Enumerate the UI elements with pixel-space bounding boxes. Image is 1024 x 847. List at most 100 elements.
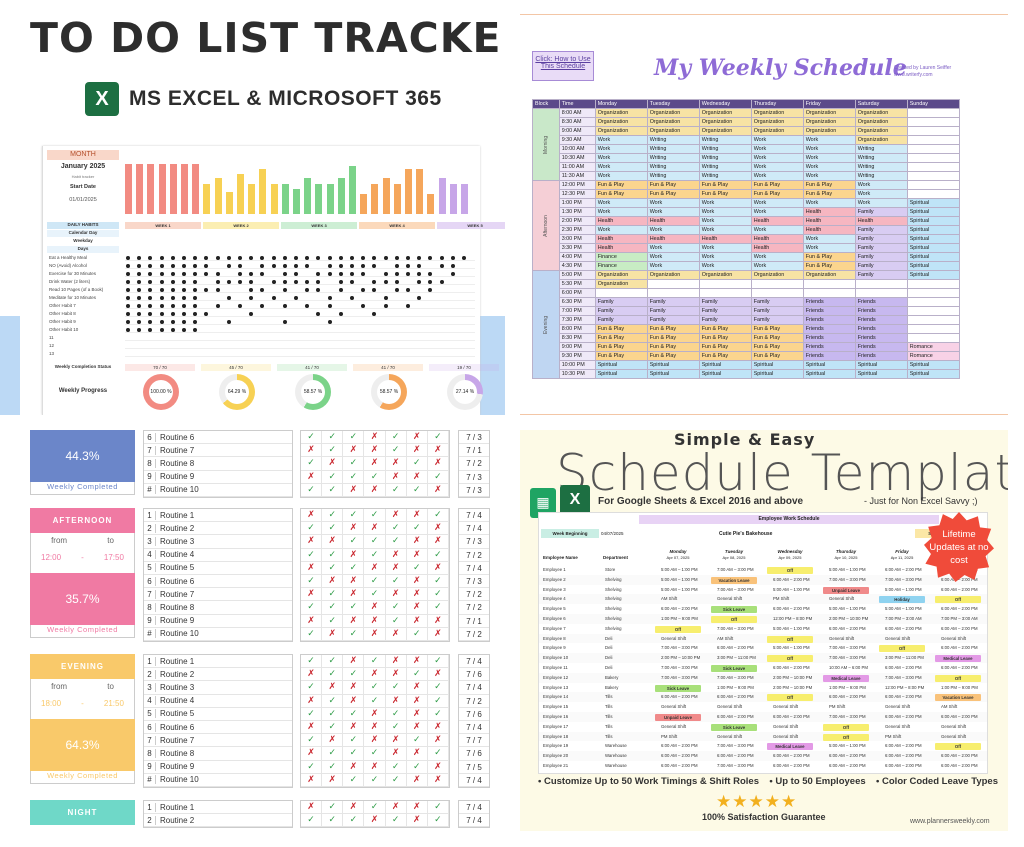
schedule-cell[interactable]: Fun & Play (750, 342, 804, 352)
schedule-cell[interactable]: Writing (854, 171, 908, 181)
shift-cell[interactable]: 6:00 AM – 2:00 PM (773, 763, 810, 768)
schedule-cell[interactable]: Organization (802, 108, 856, 118)
schedule-cell[interactable]: Family (698, 297, 752, 307)
habit-check-dot[interactable] (361, 272, 366, 276)
habit-check-dot[interactable] (428, 288, 433, 292)
schedule-cell[interactable]: Work (802, 243, 856, 253)
cross-icon[interactable]: ✗ (343, 681, 365, 694)
habit-check-dot[interactable] (439, 280, 444, 284)
shift-cell[interactable]: PM Shift (773, 596, 790, 602)
routine-name[interactable]: Routine 10 (160, 629, 199, 639)
schedule-cell[interactable]: Family (854, 243, 908, 253)
shift-cell[interactable]: 2:00 PM – 10:00 PM (773, 684, 813, 690)
habit-check-dot[interactable] (148, 304, 153, 308)
cross-icon[interactable]: ✗ (407, 509, 428, 522)
schedule-cell[interactable]: Organization (698, 270, 752, 280)
cross-icon[interactable]: ✗ (386, 561, 407, 574)
schedule-cell[interactable]: Fun & Play (646, 333, 700, 343)
schedule-cell[interactable]: Spiritual (594, 369, 648, 379)
shift-cell[interactable]: 1:00 PM – 9:00 PM (829, 684, 866, 690)
shift-cell[interactable]: General Shift (717, 596, 743, 602)
schedule-cell[interactable]: Family (750, 306, 804, 316)
habit-check-dot[interactable] (182, 328, 186, 332)
habit-check-dot[interactable] (338, 272, 343, 276)
cross-icon[interactable]: ✗ (301, 561, 323, 574)
shift-cell[interactable]: 7:00 PM – 3:00 AM (885, 616, 922, 621)
habit-check-dot[interactable] (170, 296, 175, 300)
habit-check-dot[interactable] (126, 296, 130, 300)
schedule-cell[interactable]: Work (750, 207, 804, 217)
schedule-cell[interactable]: Health (750, 216, 804, 226)
schedule-cell[interactable]: Spiritual (906, 198, 960, 208)
shift-cell[interactable]: 6:00 AM – 2:00 PM (661, 763, 698, 768)
check-icon[interactable]: ✓ (364, 470, 386, 483)
habit-check-dot[interactable] (338, 256, 343, 260)
schedule-cell[interactable]: Spiritual (906, 225, 960, 235)
schedule-cell[interactable]: Family (698, 315, 752, 325)
shift-cell[interactable]: 6:00 AM – 2:00 PM (941, 576, 978, 582)
habit-check-dot[interactable] (137, 304, 142, 308)
check-icon[interactable]: ✓ (301, 483, 323, 496)
habit-check-dot[interactable] (249, 296, 254, 300)
check-icon[interactable]: ✓ (386, 681, 407, 694)
habit-check-dot[interactable] (406, 288, 410, 292)
employee-name[interactable]: Employee 12 (543, 674, 569, 680)
leave-badge[interactable]: Off (935, 743, 981, 751)
check-icon[interactable]: ✓ (428, 548, 449, 561)
afternoon-to-value[interactable]: 17:50 (103, 553, 124, 562)
leave-badge[interactable]: Medical Leave (767, 743, 813, 751)
shift-cell[interactable]: General Shift (773, 723, 799, 729)
shift-cell[interactable]: 6:00 AM – 2:00 PM (941, 714, 978, 719)
employee-name[interactable]: Employee 6 (543, 616, 566, 621)
habit-check-dot[interactable] (305, 288, 310, 292)
habit-check-dot[interactable] (182, 256, 186, 260)
schedule-cell[interactable] (906, 306, 960, 316)
habit-check-dot[interactable] (372, 312, 377, 316)
habit-check-dot[interactable] (383, 272, 388, 276)
routine-name[interactable]: Routine 7 (160, 445, 195, 455)
shift-cell[interactable]: 5:00 AM – 1:00 PM (773, 586, 810, 592)
check-icon[interactable]: ✓ (301, 707, 323, 720)
routine-name[interactable]: Routine 5 (160, 563, 195, 573)
check-icon[interactable]: ✓ (428, 707, 449, 720)
schedule-cell[interactable]: Spiritual (906, 261, 960, 271)
schedule-cell[interactable]: Romance (906, 351, 960, 361)
habit-check-dot[interactable] (316, 280, 321, 284)
shift-cell[interactable]: 6:00 AM – 2:00 PM (941, 645, 978, 651)
cross-icon[interactable]: ✗ (428, 535, 449, 548)
cross-icon[interactable]: ✗ (386, 694, 407, 707)
schedule-cell[interactable]: Health (594, 216, 648, 226)
habit-check-dot[interactable] (215, 256, 220, 260)
schedule-cell[interactable]: Friends (854, 351, 908, 361)
routine-name[interactable]: Routine 2 (160, 669, 195, 679)
cross-icon[interactable]: ✗ (407, 574, 428, 588)
shift-cell[interactable]: 6:00 AM – 2:00 PM (717, 694, 754, 700)
schedule-cell[interactable]: Family (854, 261, 908, 271)
cross-icon[interactable]: ✗ (407, 655, 428, 668)
habit-check-dot[interactable] (439, 264, 444, 268)
check-icon[interactable]: ✓ (364, 535, 386, 548)
leave-badge[interactable]: Off (711, 616, 757, 623)
habit-check-dot[interactable] (417, 256, 422, 260)
shift-cell[interactable]: 2:00 PM – 10:00 PM (773, 674, 813, 680)
schedule-cell[interactable]: Spiritual (698, 360, 752, 370)
schedule-cell[interactable]: Writing (646, 153, 700, 163)
leave-badge[interactable]: Off (655, 625, 701, 633)
employee-name[interactable]: Employee 19 (543, 743, 569, 749)
habit-check-dot[interactable] (238, 264, 242, 268)
habit-check-dot[interactable] (126, 328, 130, 332)
schedule-cell[interactable]: Writing (698, 153, 752, 163)
schedule-cell[interactable] (906, 297, 960, 307)
habit-check-dot[interactable] (193, 304, 198, 308)
habit-check-dot[interactable] (372, 264, 377, 268)
schedule-cell[interactable]: Work (802, 135, 856, 145)
habit-check-dot[interactable] (215, 304, 220, 308)
schedule-cell[interactable]: Work (594, 207, 648, 217)
schedule-cell[interactable]: Family (854, 225, 908, 235)
schedule-cell[interactable]: Fun & Play (646, 351, 700, 361)
shift-cell[interactable]: PM Shift (661, 733, 678, 739)
habit-check-dot[interactable] (282, 304, 287, 308)
schedule-cell[interactable] (906, 117, 960, 127)
habit-check-dot[interactable] (338, 264, 343, 268)
check-icon[interactable]: ✓ (407, 627, 428, 640)
